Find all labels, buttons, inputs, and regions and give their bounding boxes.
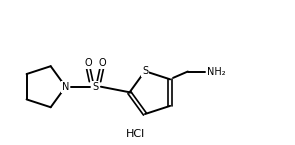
Text: S: S	[92, 82, 98, 92]
Text: HCl: HCl	[126, 129, 145, 139]
Text: S: S	[142, 66, 148, 76]
Text: O: O	[98, 58, 106, 68]
Text: NH₂: NH₂	[207, 67, 226, 77]
Text: N: N	[62, 82, 69, 92]
Text: O: O	[84, 58, 92, 68]
